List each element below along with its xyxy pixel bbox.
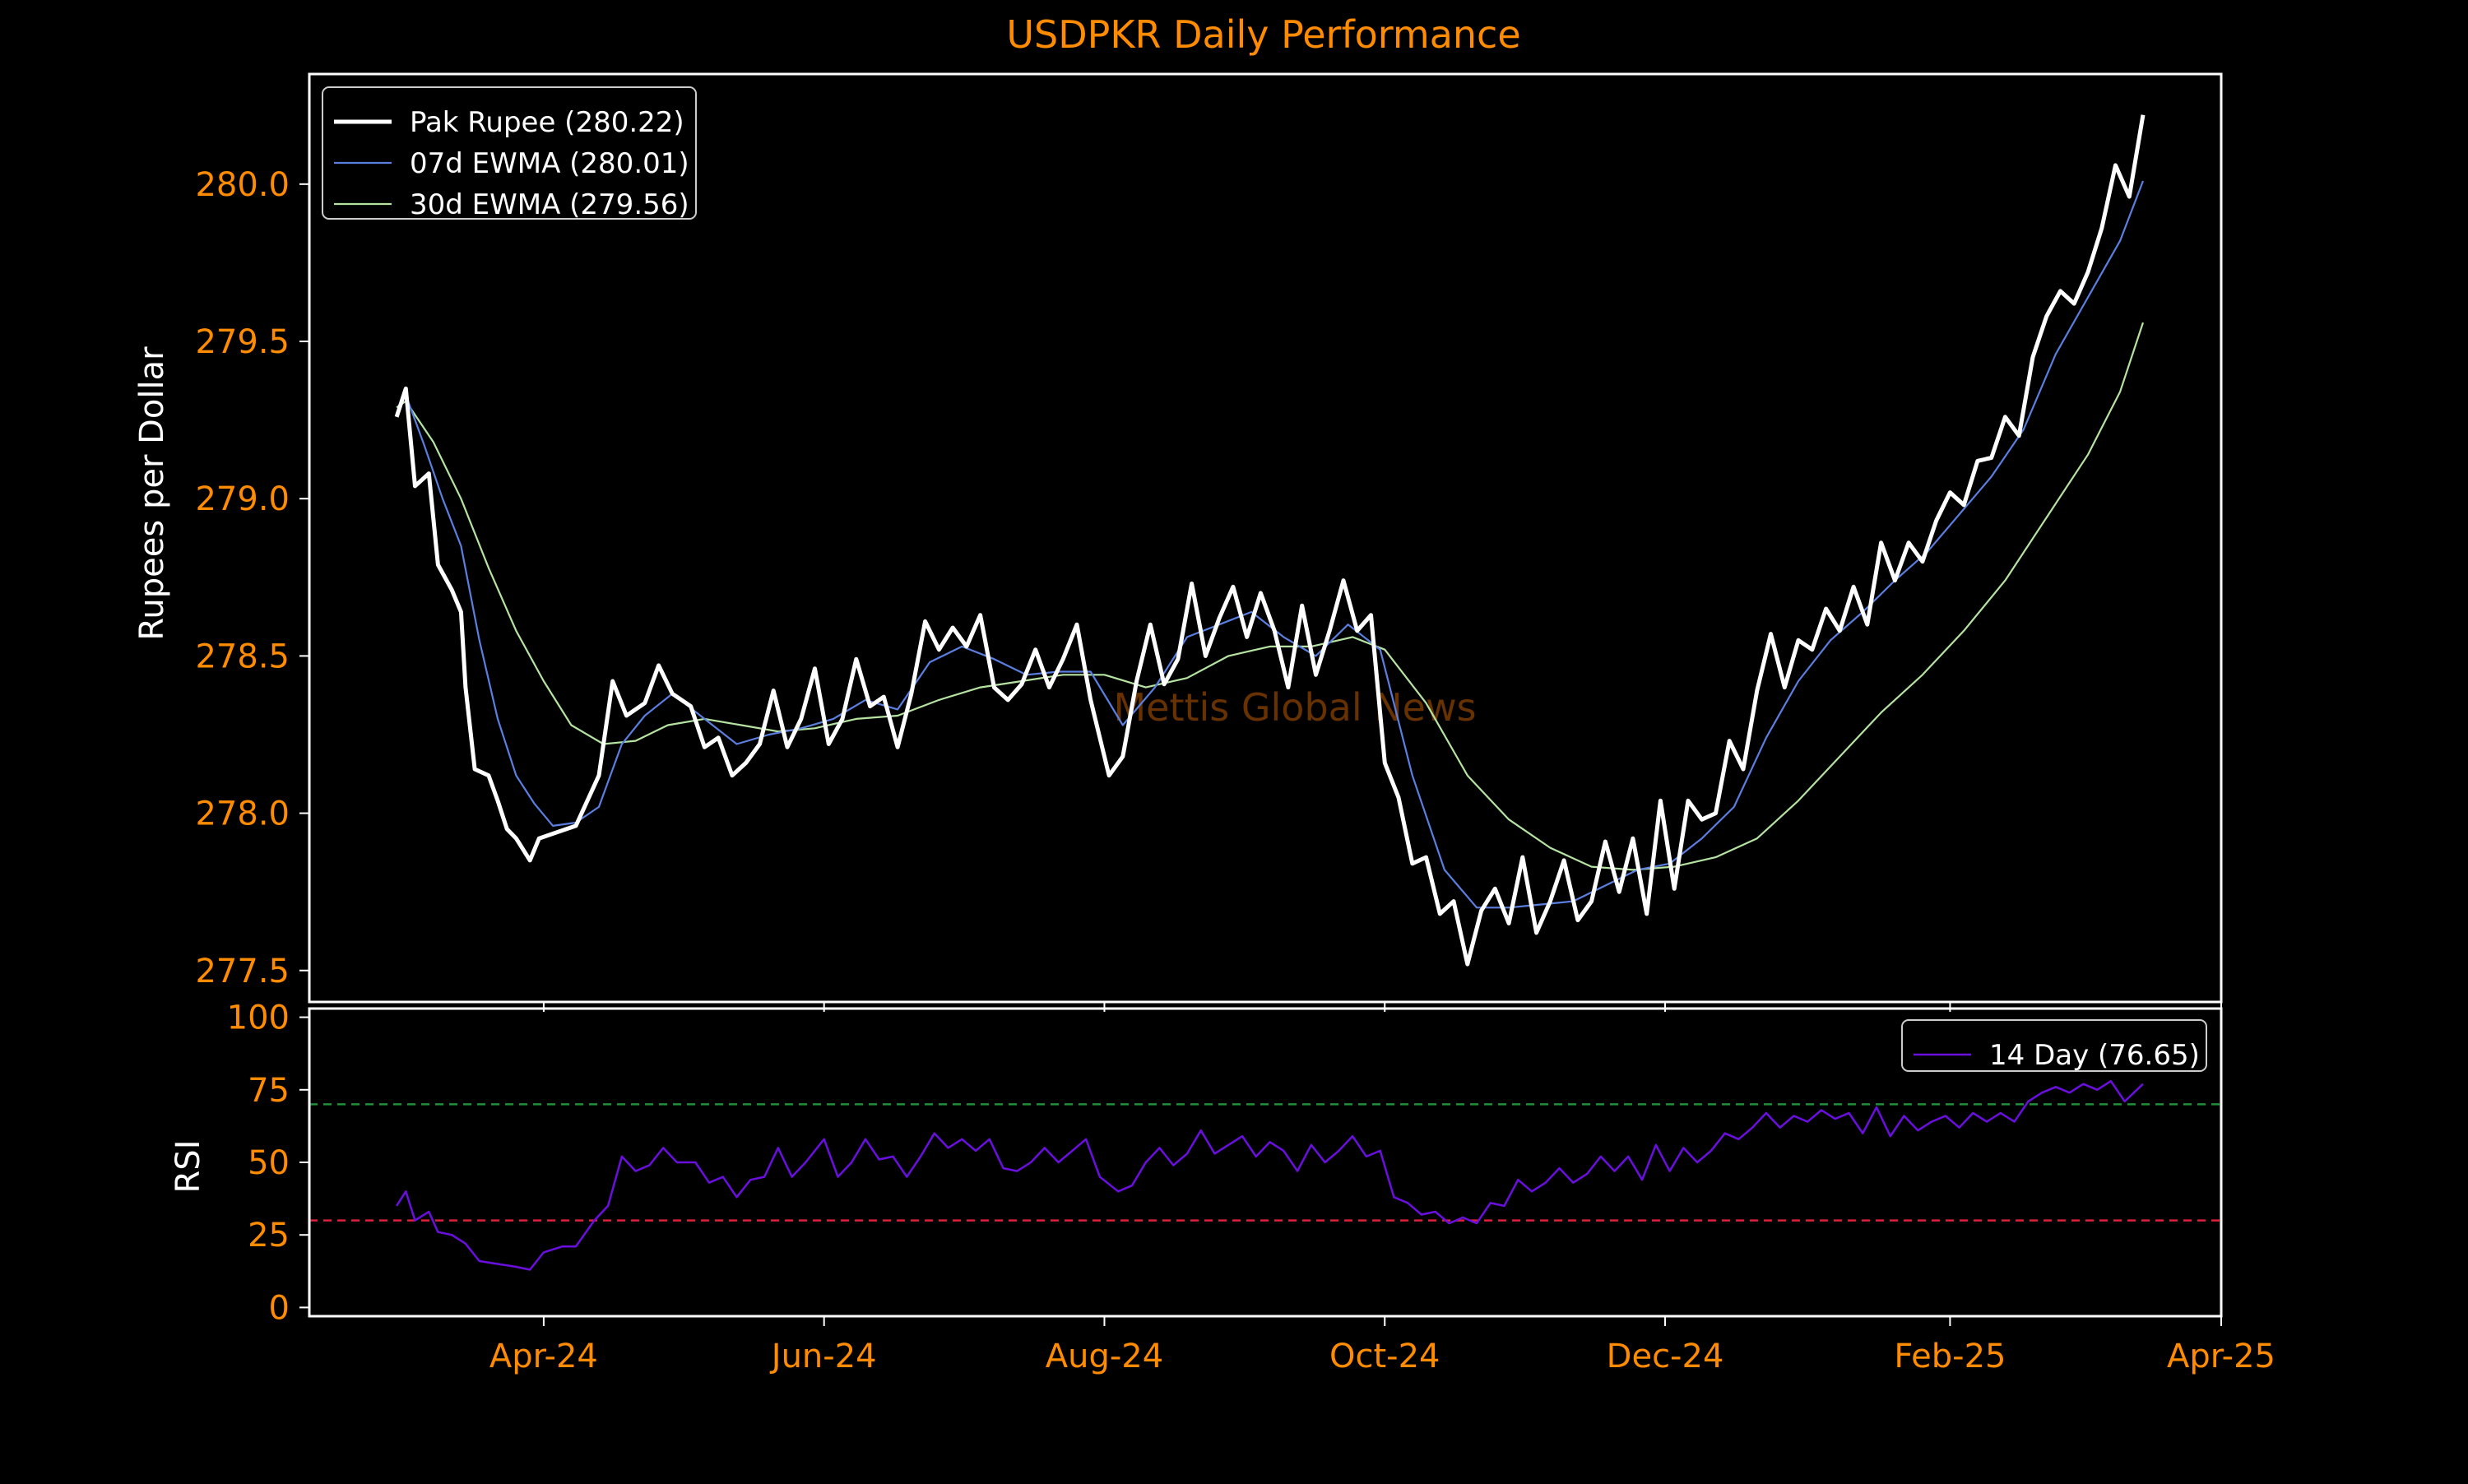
main-ytick-label: 279.5 <box>195 323 290 361</box>
rsi-line <box>396 1079 2144 1271</box>
main-ytick-label: 280.0 <box>195 166 290 204</box>
rsi-ytick-label: 75 <box>248 1072 290 1110</box>
main-ytick-label: 279.0 <box>195 480 290 518</box>
main-legend <box>322 86 697 220</box>
chart-title: USDPKR Daily Performance <box>1006 12 1520 57</box>
rsi-ytick-label: 25 <box>248 1217 290 1254</box>
rsi-plot-frame <box>308 1007 2223 1318</box>
x-tick-label: Dec-24 <box>1607 1338 1724 1375</box>
x-tick-label: Apr-24 <box>489 1338 598 1375</box>
main-ytick-label: 278.0 <box>195 795 290 833</box>
x-tick-label: Apr-25 <box>2167 1338 2275 1375</box>
rsi-legend-label: 14 Day (76.65) <box>1989 1039 2200 1072</box>
price-line-30d-ewma <box>396 322 2145 871</box>
x-tick-label: Oct-24 <box>1329 1338 1440 1375</box>
main-ytick-label: 278.5 <box>195 638 290 675</box>
x-axis: Apr-24 Jun-24 Aug-24 Oct-24 Dec-24 Feb-25 Apr-… <box>489 1002 2275 1375</box>
rsi-ytick-label: 0 <box>269 1289 290 1327</box>
main-legend-label: 30d EWMA (279.56) <box>410 188 689 221</box>
main-plot: 277.5 278.0 278.5 279.0 279.5 280.0 Pak Rupee … <box>195 72 2223 1004</box>
main-legend-label: Pak Rupee (280.22) <box>410 106 684 139</box>
rsi-ytick-label: 50 <box>248 1144 290 1182</box>
main-ytick-label: 277.5 <box>195 953 290 990</box>
rsi-y-axis-label: RSI <box>169 1140 207 1194</box>
rsi-ytick-label: 100 <box>227 999 290 1037</box>
price-line-pak-rupee <box>394 114 2146 967</box>
rsi-plot: 0 25 50 75 100 14 Day (76.65) <box>227 999 2223 1327</box>
x-tick-label: Feb-25 <box>1894 1338 2006 1375</box>
x-tick-label: Aug-24 <box>1046 1338 1163 1375</box>
main-legend-label: 07d EWMA (280.01) <box>410 147 689 180</box>
watermark: Mettis Global News <box>1113 685 1476 730</box>
rsi-legend <box>1901 1019 2207 1072</box>
main-plot-frame <box>308 72 2223 1004</box>
x-tick-label: Jun-24 <box>769 1338 877 1375</box>
main-y-axis-label: Rupees per Dollar <box>133 346 171 641</box>
